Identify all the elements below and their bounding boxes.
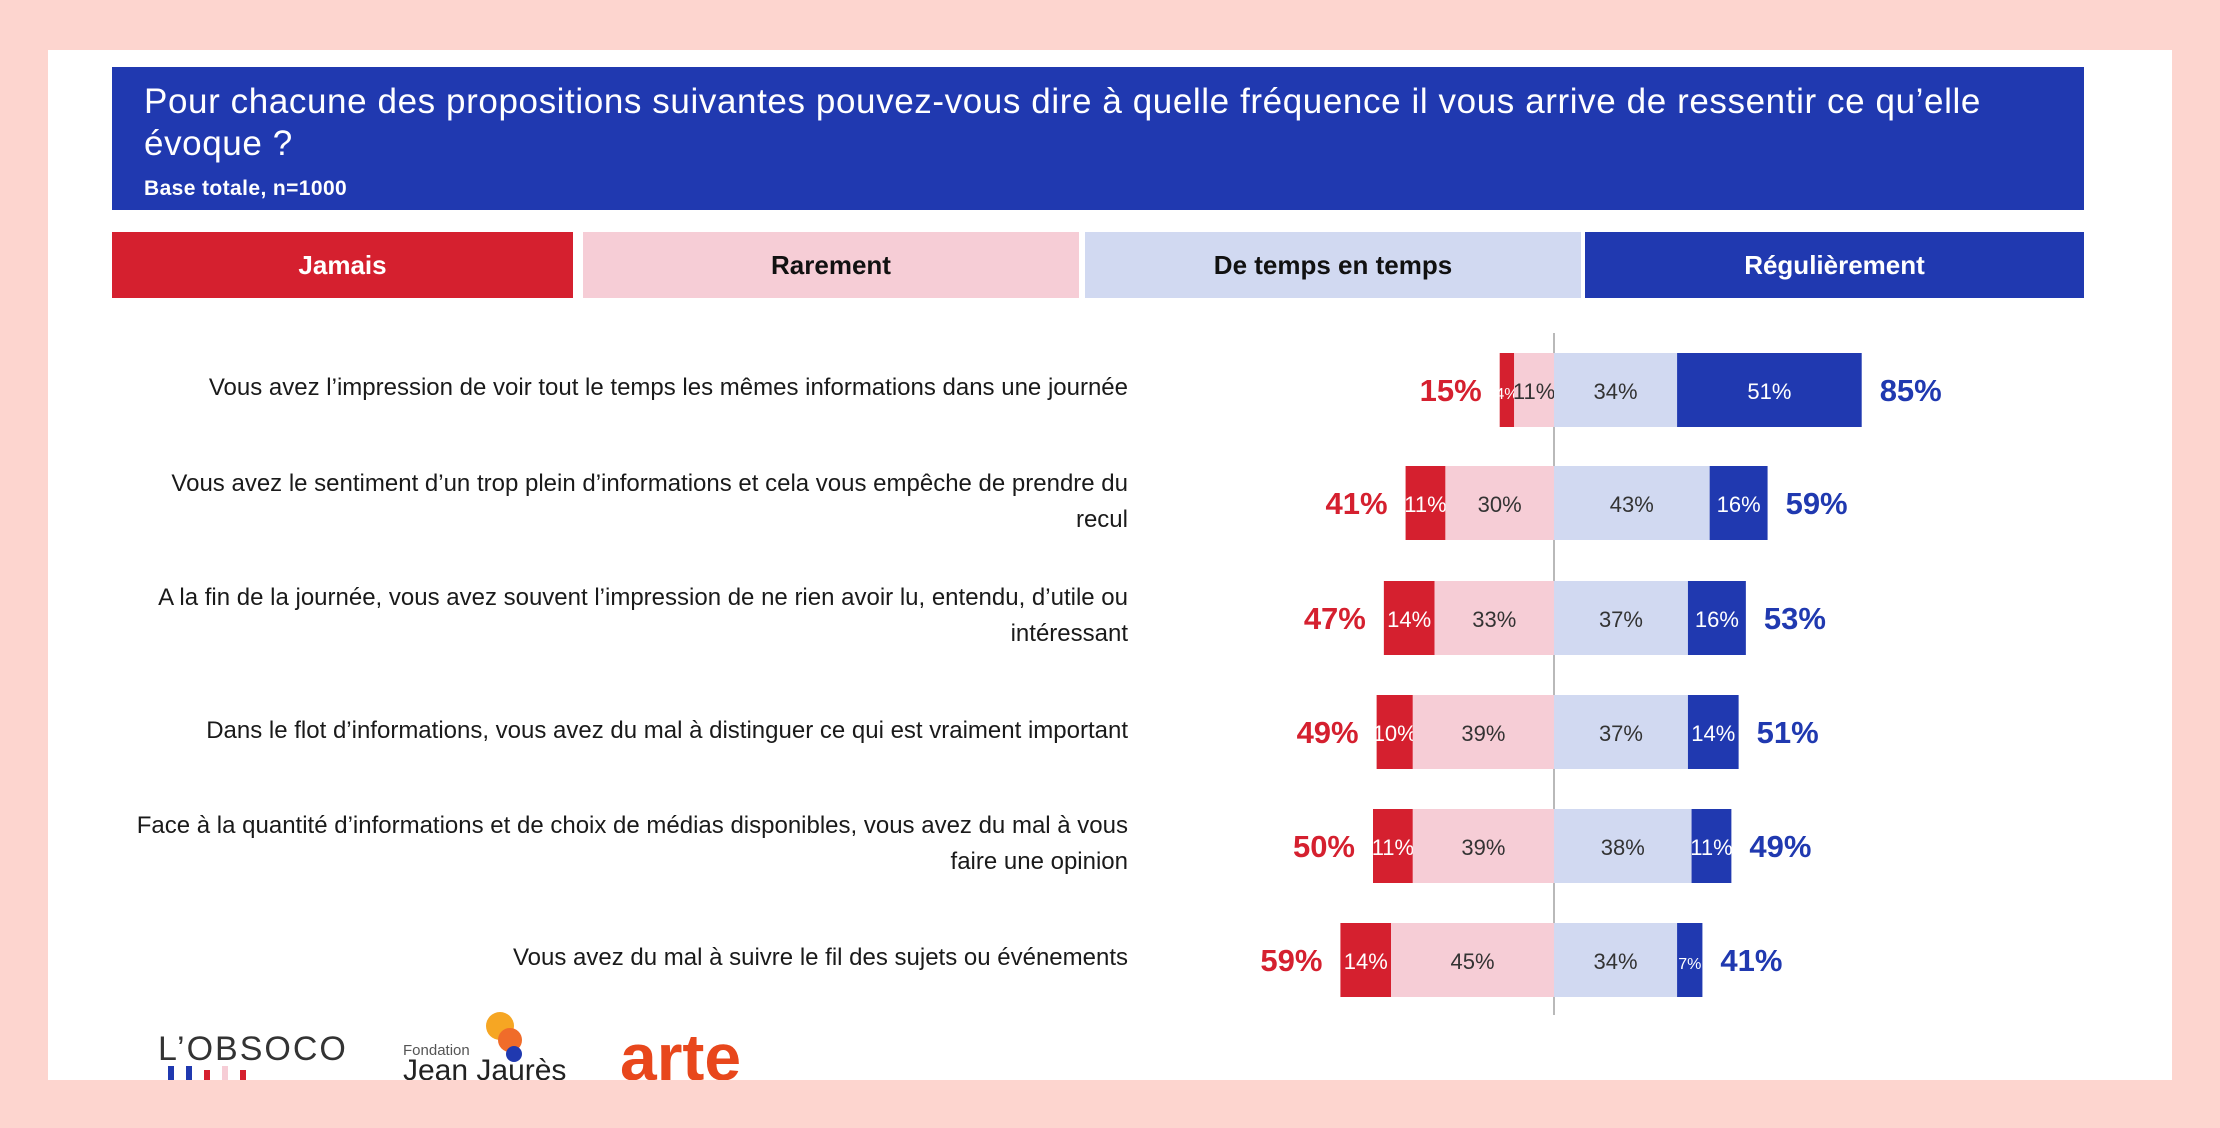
bar-segment-5-1 xyxy=(1373,809,1413,883)
bar-segment-1-4 xyxy=(1677,353,1862,427)
total-negative-5: 50% xyxy=(1293,829,1355,864)
chart-title: Pour chacune des propositions suivantes … xyxy=(144,82,1981,163)
obsoco-logo: L’OBSOCO xyxy=(158,1030,348,1080)
data-label-2-3: 43% xyxy=(1610,492,1654,517)
bar-segment-6-1 xyxy=(1340,923,1392,997)
data-label-6-4: 7% xyxy=(1678,956,1701,973)
data-label-1-2: 11% xyxy=(1513,379,1555,404)
legend-rarement-label: Rarement xyxy=(771,249,891,280)
data-label-4-3: 37% xyxy=(1599,721,1643,746)
bar-segment-1-1 xyxy=(1499,353,1515,427)
total-positive-5: 49% xyxy=(1749,829,1811,864)
row-label-4: Dans le flot d’informations, vous avez d… xyxy=(206,717,1128,744)
chart-subtitle: Base totale, n=1000 xyxy=(144,177,348,200)
total-positive-1: 85% xyxy=(1880,373,1942,408)
legend-rarement: Rarement xyxy=(583,232,1079,298)
fondation-name-text: Jean Jaurès xyxy=(403,1054,566,1080)
row-label-6: Vous avez du mal à suivre le fil des suj… xyxy=(513,944,1128,971)
bar-segment-4-2 xyxy=(1412,695,1554,769)
data-label-6-1: 14% xyxy=(1344,949,1388,974)
data-label-1-3: 34% xyxy=(1594,379,1638,404)
bar-segment-4-1 xyxy=(1376,695,1413,769)
obsoco-logo-text: L’OBSOCO xyxy=(158,1030,348,1068)
data-label-3-2: 33% xyxy=(1472,607,1516,632)
bar-segment-5-2 xyxy=(1412,809,1554,883)
total-positive-2: 59% xyxy=(1786,486,1848,521)
total-negative-4: 49% xyxy=(1297,715,1359,750)
legend-regulierement: Régulièrement xyxy=(1585,232,2084,298)
chart-card: Pour chacune des propositions suivantes … xyxy=(48,50,2172,1080)
total-negative-6: 59% xyxy=(1260,943,1322,978)
fondation-small-text: Fondation xyxy=(403,1042,470,1059)
bar-segment-4-3 xyxy=(1554,695,1688,769)
data-label-3-3: 37% xyxy=(1599,607,1643,632)
legend-de-temps-label: De temps en temps xyxy=(1213,249,1453,280)
data-label-3-4: 16% xyxy=(1695,607,1739,632)
bar-segment-6-4 xyxy=(1677,923,1703,997)
legend-regulierement-label: Régulièrement xyxy=(1744,249,1925,280)
bar-segment-4-4 xyxy=(1687,695,1739,769)
data-label-5-3: 38% xyxy=(1601,835,1645,860)
data-label-5-1: 11% xyxy=(1372,835,1414,860)
legend-jamais: Jamais xyxy=(112,232,573,298)
data-label-6-3: 34% xyxy=(1594,949,1638,974)
diverging-bar-chart: 4%11% 34% 51%15% 85%11% 30% 43% 16%41% 59%14% 33… xyxy=(1260,333,1942,1015)
bar-segment-5-3 xyxy=(1554,809,1692,883)
data-label-6-2: 45% xyxy=(1451,949,1495,974)
legend-de-temps-en-temps: De temps en temps xyxy=(1085,232,1581,298)
row-label-3: A la fin de la journée, vous avez souven… xyxy=(158,584,1128,647)
data-label-4-1: 10% xyxy=(1373,721,1417,746)
bar-segment-3-4 xyxy=(1687,581,1746,655)
data-label-3-1: 14% xyxy=(1387,607,1431,632)
bar-segment-2-1 xyxy=(1405,466,1446,540)
row-label-5: Face à la quantité d’informations et de … xyxy=(136,812,1128,875)
total-negative-1: 15% xyxy=(1420,373,1482,408)
data-label-1-1: 4% xyxy=(1495,386,1518,403)
bar-segment-2-3 xyxy=(1554,466,1710,540)
data-label-4-2: 39% xyxy=(1461,721,1505,746)
total-positive-3: 53% xyxy=(1764,601,1826,636)
arte-logo: arte xyxy=(620,1020,741,1080)
bar-segment-6-2 xyxy=(1391,923,1554,997)
total-negative-2: 41% xyxy=(1326,486,1388,521)
bar-segment-3-3 xyxy=(1554,581,1688,655)
data-label-1-4: 51% xyxy=(1747,379,1791,404)
bar-segment-1-3 xyxy=(1554,353,1678,427)
chart-header: Pour chacune des propositions suivantes … xyxy=(112,67,2084,210)
legend-jamais-label: Jamais xyxy=(298,249,387,280)
total-positive-4: 51% xyxy=(1757,715,1819,750)
data-label-2-4: 16% xyxy=(1717,492,1761,517)
bar-segment-3-1 xyxy=(1383,581,1435,655)
bar-segment-2-4 xyxy=(1709,466,1768,540)
logo-strip: L’OBSOCO Fondation Jean Jaurès arte xyxy=(158,980,858,1080)
bar-segment-5-4 xyxy=(1691,809,1732,883)
total-negative-3: 47% xyxy=(1304,601,1366,636)
bar-segment-1-2 xyxy=(1514,353,1554,427)
data-label-5-4: 11% xyxy=(1690,835,1732,860)
row-label-1: Vous avez l’impression de voir tout le t… xyxy=(208,374,1128,401)
data-label-2-1: 11% xyxy=(1404,492,1446,517)
data-label-4-4: 14% xyxy=(1691,721,1735,746)
bar-segment-6-3 xyxy=(1554,923,1678,997)
total-positive-6: 41% xyxy=(1720,943,1782,978)
bar-segment-3-2 xyxy=(1434,581,1554,655)
bar-segment-2-2 xyxy=(1445,466,1554,540)
row-label-2: Vous avez le sentiment d’un trop plein d… xyxy=(171,470,1128,533)
data-label-5-2: 39% xyxy=(1461,835,1505,860)
fondation-jean-jaures-logo: Fondation Jean Jaurès xyxy=(403,1012,566,1080)
data-label-2-2: 30% xyxy=(1478,492,1522,517)
